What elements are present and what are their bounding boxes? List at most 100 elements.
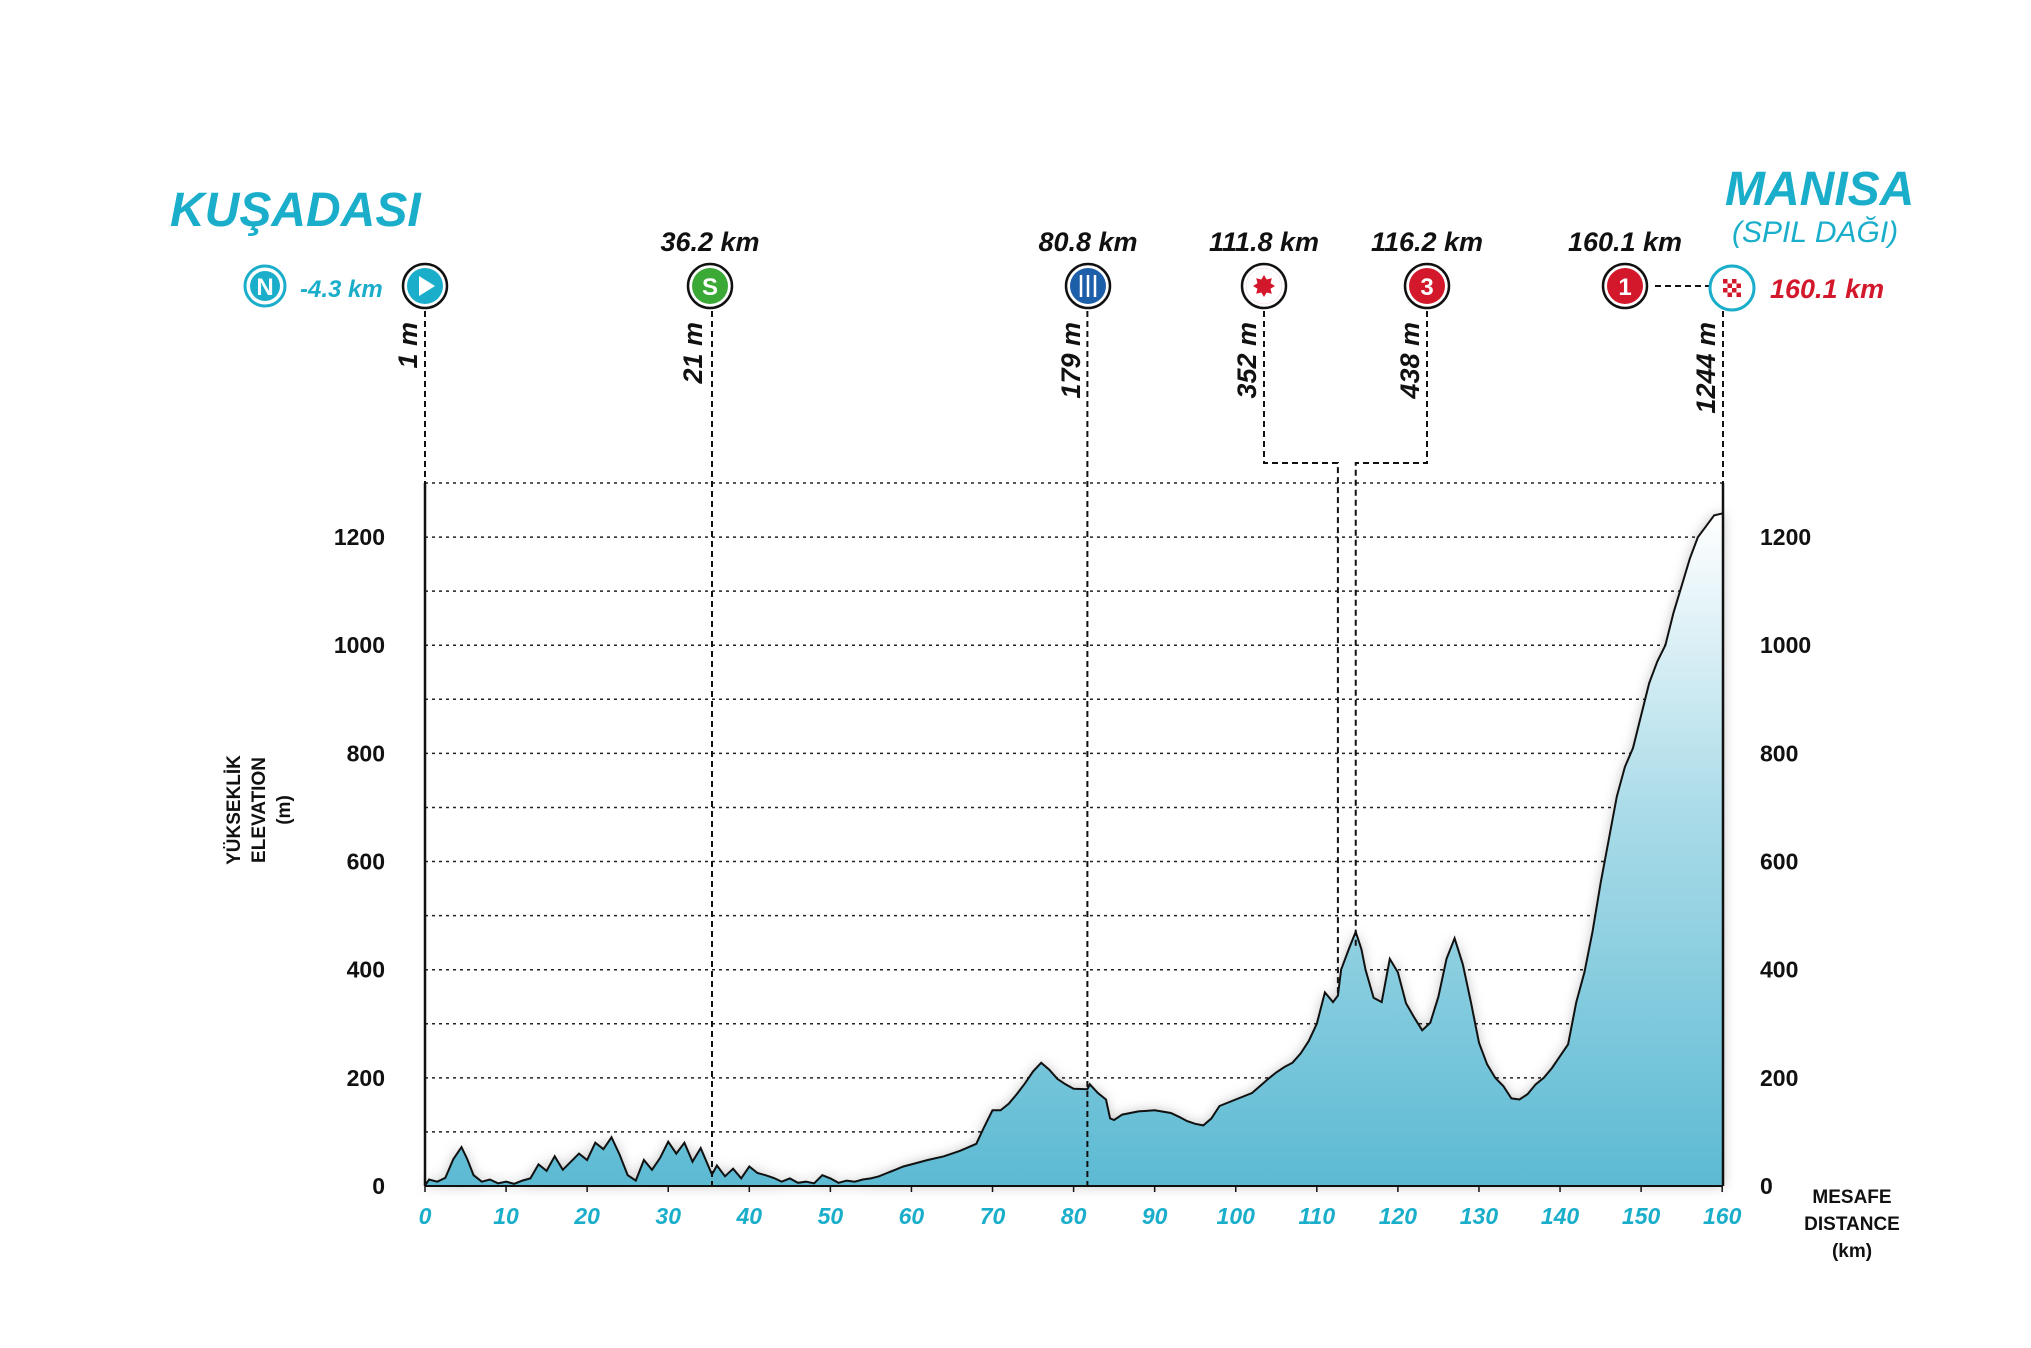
- y-tick-label-left: 1000: [334, 632, 385, 658]
- x-tick-label: 0: [419, 1203, 432, 1229]
- x-tick-label: 80: [1061, 1203, 1087, 1229]
- x-axis-label-line3: (km): [1832, 1241, 1872, 1262]
- x-tick-label: 90: [1142, 1203, 1168, 1229]
- checker-square: [1732, 279, 1737, 284]
- marker-elevation-label: 352 m: [1232, 322, 1262, 399]
- y-axis-label-line1: YÜKSEKLİK: [224, 755, 245, 865]
- marker-leader-line: [1354, 311, 1428, 949]
- checker-square: [1723, 283, 1728, 288]
- checker-square: [1736, 288, 1741, 293]
- x-tick-label: 20: [573, 1203, 600, 1229]
- marker-start: 1 m: [393, 262, 449, 1186]
- finish-subtitle: (SPIL DAĞI): [1732, 216, 1898, 249]
- finish-marker: 160.1 km: [1655, 264, 1884, 312]
- checker-square: [1727, 279, 1732, 284]
- y-tick-label-right: 1200: [1760, 524, 1811, 550]
- checker-square: [1723, 292, 1728, 297]
- y-tick-label-left: 200: [347, 1065, 385, 1091]
- marker-km-label: 80.8 km: [1038, 227, 1137, 257]
- x-tick-label: 120: [1379, 1203, 1418, 1229]
- bonus-sprint-glyph: [1253, 275, 1275, 297]
- y-tick-label-left: 800: [347, 740, 385, 766]
- x-tick-label: 160: [1703, 1203, 1742, 1229]
- elevation-area: [424, 512, 1724, 1187]
- x-tick-label: 130: [1460, 1203, 1499, 1229]
- grid-lines: [425, 482, 1723, 1187]
- checker-square: [1723, 288, 1728, 293]
- plot-frame: [423, 483, 1725, 1187]
- marker-elevation-label: 1244 m: [1691, 322, 1721, 414]
- fork-knife-glyph: [1079, 275, 1097, 297]
- checker-square: [1727, 283, 1732, 288]
- marker-elevation-label: 1 m: [393, 322, 423, 369]
- start-town: KUŞADASI: [170, 184, 422, 237]
- marker-km-label: 116.2 km: [1371, 227, 1483, 257]
- marker-kom3: 3 116.2 km 438 m: [1354, 227, 1483, 949]
- x-axis-label-line2: DISTANCE: [1804, 1214, 1900, 1235]
- checker-square: [1736, 279, 1741, 284]
- y-tick-label-right: 400: [1760, 957, 1798, 983]
- marker-sprint: S 36.2 km 21 m: [660, 227, 760, 1186]
- marker-icon-letter: S: [702, 274, 718, 301]
- x-tick-label: 140: [1541, 1203, 1580, 1229]
- play-icon-glyph: [419, 276, 435, 296]
- finish-distance: 160.1 km: [1770, 274, 1884, 304]
- checker-square: [1732, 288, 1737, 293]
- y-axis-label: YÜKSEKLİK ELEVATION (m): [224, 755, 295, 865]
- x-tick-label: 50: [818, 1203, 844, 1229]
- neutral-marker: N -4.3 km: [243, 264, 383, 308]
- marker-leader-line: [1263, 311, 1339, 996]
- neutral-icon-inner: [250, 271, 280, 301]
- marker-elevation-label: 21 m: [678, 322, 708, 385]
- marker-icon-kom3: [1409, 268, 1445, 304]
- marker-elevation-label: 179 m: [1056, 322, 1086, 399]
- y-tick-label-right: 200: [1760, 1065, 1798, 1091]
- marker-km-label: 160.1 km: [1568, 227, 1682, 257]
- y-axis-label-line2: ELEVATION: [249, 757, 270, 863]
- route-markers: 1 m S 36.2 km 21 m 80.8 km 179 m 111.8 km 352 m…: [393, 227, 1724, 1186]
- finish-town: MANISA: [1725, 163, 1914, 216]
- x-tick-label: 70: [980, 1203, 1006, 1229]
- y-tick-label-left: 400: [347, 957, 385, 983]
- checkered-flag-icon: [1723, 279, 1741, 297]
- checker-square: [1727, 292, 1732, 297]
- checker-square: [1736, 292, 1741, 297]
- y-tick-label-left: 0: [372, 1173, 385, 1199]
- x-tick-label: 100: [1217, 1203, 1256, 1229]
- marker-bonus: 111.8 km 352 m: [1209, 227, 1339, 996]
- marker-feed: 80.8 km 179 m: [1038, 227, 1138, 1186]
- marker-icon-sprint: [692, 268, 728, 304]
- marker-kom1: 1 160.1 km 1244 m: [1568, 227, 1724, 1186]
- x-tick-label: 110: [1298, 1203, 1335, 1229]
- y-axis-label-line3: (m): [274, 795, 295, 825]
- elevation-fill: [425, 513, 1723, 1186]
- checker-square: [1727, 288, 1732, 293]
- x-tick-label: 40: [736, 1203, 763, 1229]
- neutral-distance: -4.3 km: [300, 276, 383, 303]
- checker-square: [1732, 283, 1737, 288]
- y-tick-label-right: 600: [1760, 849, 1798, 875]
- x-axis-label-line1: MESAFE: [1812, 1187, 1891, 1208]
- x-tick-label: 10: [493, 1203, 519, 1229]
- x-tick-label: 30: [655, 1203, 681, 1229]
- marker-km-label: 36.2 km: [660, 227, 759, 257]
- checker-square: [1723, 279, 1728, 284]
- marker-km-label: 111.8 km: [1209, 227, 1319, 257]
- marker-icon-kom1: [1607, 268, 1643, 304]
- checker-square: [1736, 283, 1741, 288]
- x-axis-label: MESAFE DISTANCE (km): [1804, 1187, 1900, 1262]
- x-tick-label: 150: [1622, 1203, 1661, 1229]
- y-tick-label-right: 1000: [1760, 632, 1811, 658]
- elevation-line: [424, 512, 1724, 1187]
- checker-square: [1732, 292, 1737, 297]
- y-tick-label-right: 800: [1760, 740, 1798, 766]
- y-tick-label-left: 1200: [334, 524, 385, 550]
- y-tick-label-right: 0: [1760, 1173, 1773, 1199]
- neutral-icon-letter: N: [256, 274, 273, 301]
- marker-elevation-label: 438 m: [1395, 322, 1425, 400]
- marker-icon-letter: 3: [1420, 274, 1433, 301]
- marker-icon-letter: 1: [1618, 274, 1631, 301]
- x-tick-label: 60: [899, 1203, 925, 1229]
